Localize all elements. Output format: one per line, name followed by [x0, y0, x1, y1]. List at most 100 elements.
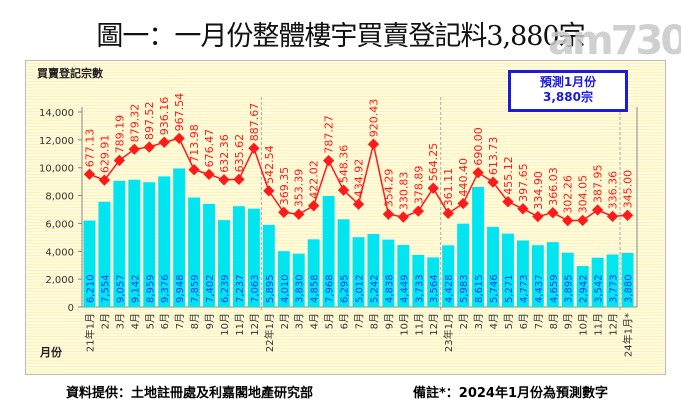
line-value-label: 354.29: [382, 169, 395, 208]
line-point: [472, 167, 484, 179]
bar: [382, 239, 395, 307]
line-value-label: 676.47: [203, 129, 216, 168]
x-tick-label: 9月: [383, 313, 395, 329]
bar-value-label: 3,542: [594, 274, 605, 303]
line-value-label: 361.11: [442, 168, 455, 207]
line-value-label: 353.39: [293, 169, 306, 208]
x-tick-label: 5月: [503, 313, 515, 329]
x-tick-label: 6月: [159, 313, 171, 329]
y-tick-label: 2,000: [45, 275, 74, 286]
bar: [173, 168, 186, 307]
line-value-label: 455.12: [502, 156, 515, 195]
x-tick-label: 10月: [398, 313, 410, 336]
bar-value-label: 3,895: [564, 274, 575, 303]
bar-value-label: 7,063: [250, 274, 261, 303]
y-tick-label: 4,000: [45, 247, 74, 258]
bar: [531, 245, 544, 307]
bar: [442, 245, 455, 307]
line-value-label: 789.19: [113, 115, 126, 154]
bar: [352, 237, 365, 307]
bar-value-label: 4,437: [534, 274, 545, 303]
line-value-label: 936.16: [158, 97, 171, 136]
y-tick-label: 8,000: [45, 192, 74, 203]
bar-value-label: 4,428: [444, 274, 455, 303]
bar-value-label: 7,859: [190, 274, 201, 303]
bar-value-label: 5,012: [355, 274, 366, 303]
line-point: [337, 184, 350, 196]
line-value-label: 548.36: [338, 145, 351, 184]
line-point: [113, 154, 126, 167]
x-tick-label: 11月: [234, 313, 246, 336]
line-value-label: 397.65: [517, 163, 530, 202]
x-tick-label: 12月: [428, 313, 440, 336]
x-tick-label: 12月: [608, 313, 620, 336]
bar: [307, 239, 320, 307]
line-point: [322, 154, 335, 167]
bar-value-label: 4,659: [549, 274, 560, 303]
bar: [487, 226, 499, 307]
x-tick-label: 9月: [563, 313, 575, 329]
line-point: [293, 208, 305, 220]
forecast-box: 預測1月份 3,880宗: [508, 70, 628, 112]
bar: [203, 203, 216, 307]
line-value-label: 330.83: [397, 172, 410, 211]
line-point: [397, 211, 409, 223]
line-value-label: 387.95: [592, 165, 605, 204]
forecast-line2: 3,880宗: [543, 90, 593, 104]
line-value-label: 366.03: [547, 167, 560, 206]
bar-value-label: 5,271: [504, 274, 515, 303]
x-tick-label: 10月: [578, 313, 590, 336]
line-point: [517, 203, 529, 215]
y-tick-label: 14,000: [39, 108, 74, 119]
x-tick-label: 5月: [144, 313, 156, 329]
x-tick-label: 7月: [354, 313, 366, 329]
x-tick-label: 2月: [279, 313, 291, 329]
x-tick-label: 4月: [129, 313, 141, 329]
line-point: [128, 143, 140, 155]
bar: [591, 257, 604, 307]
bar-value-label: 4,010: [280, 274, 291, 303]
bar-value-label: 3,564: [429, 274, 440, 303]
bar-value-label: 4,773: [519, 274, 530, 303]
footnote: 備註*：2024年1月份為預測數字: [413, 386, 609, 401]
line-point: [562, 214, 574, 227]
line-value-label: 334.90: [532, 171, 545, 210]
bar: [576, 266, 589, 307]
line-value-label: 422.02: [308, 160, 321, 199]
bar-value-label: 6,295: [340, 274, 351, 303]
x-tick-label: 6月: [339, 313, 351, 329]
line-value-label: 564.25: [427, 143, 440, 182]
x-tick-label: 11月: [593, 313, 605, 336]
x-tick-label: 8月: [189, 313, 201, 329]
bar-value-label: 2,942: [579, 274, 590, 303]
x-tick-label: 7月: [533, 313, 545, 329]
bar-value-label: 9,057: [115, 274, 126, 303]
bar-value-label: 7,968: [325, 274, 336, 303]
line-value-label: 542.54: [263, 145, 276, 184]
bar: [292, 253, 305, 307]
bar: [501, 233, 514, 307]
bar-value-label: 6,210: [85, 274, 96, 303]
line-point: [83, 168, 96, 180]
bar: [277, 251, 290, 307]
bar-value-label: 5,983: [459, 274, 470, 303]
line-point: [248, 142, 260, 154]
bar: [472, 187, 485, 307]
line-point: [367, 138, 380, 150]
bar-value-label: 9,948: [175, 274, 186, 303]
bar: [516, 240, 529, 307]
line-point: [158, 136, 170, 148]
bar: [262, 224, 275, 307]
line-point: [502, 196, 514, 208]
line-value-label: 632.36: [218, 134, 231, 173]
y-tick-label: 10,000: [39, 164, 74, 175]
line-value-label: 635.62: [233, 134, 246, 173]
line-point: [203, 168, 215, 181]
line-point: [532, 210, 544, 223]
line-point: [233, 173, 245, 186]
line-point: [487, 176, 499, 188]
y-tick-label: 6,000: [45, 219, 74, 230]
x-tick-label: 3月: [294, 313, 306, 329]
line-point: [308, 200, 320, 212]
